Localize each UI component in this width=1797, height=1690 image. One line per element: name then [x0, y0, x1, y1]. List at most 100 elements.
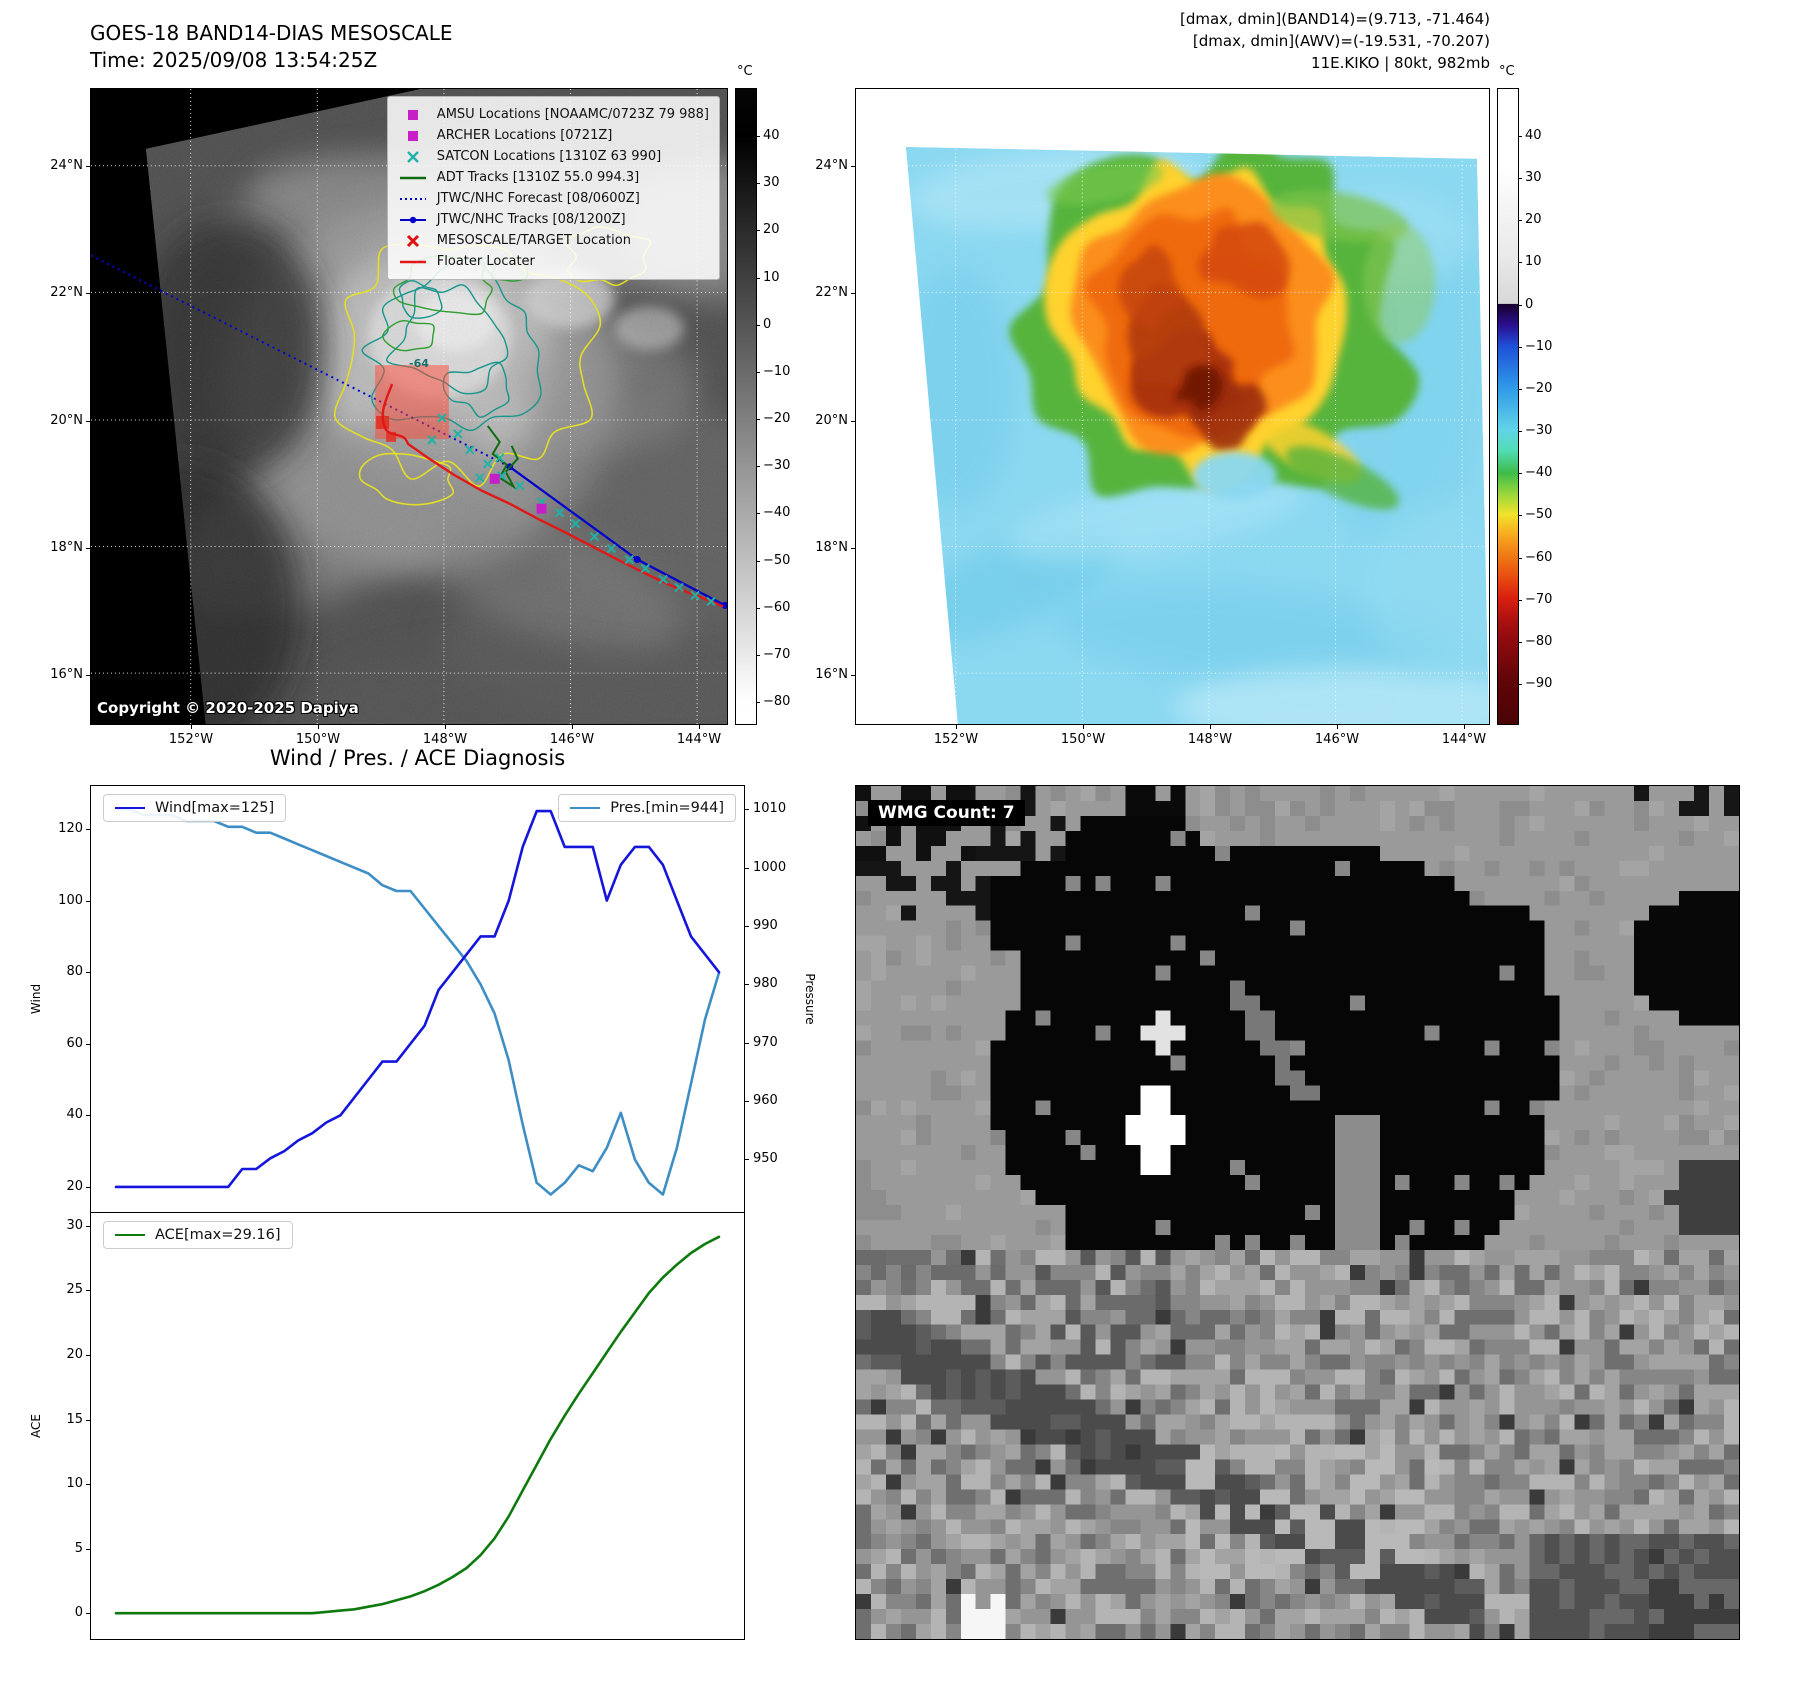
wmg-count-label: WMG Count: 7	[868, 800, 1025, 826]
y-tickmark	[86, 1043, 91, 1045]
y-tick-label: 10	[66, 1476, 83, 1492]
band14-colorbar-unit: °C	[737, 64, 753, 79]
colorbar-tick-label: −10	[763, 363, 791, 379]
copyright-label: Copyright © 2020-2025 Dapiya	[97, 699, 359, 717]
ylabel-pressure: Pressure	[803, 973, 817, 1025]
y-tick-label: 950	[753, 1151, 778, 1167]
y-tickmark	[744, 984, 749, 986]
ace-line	[114, 1235, 721, 1615]
lat-tick-label: 20°N	[50, 413, 83, 428]
storm-cloud-tops	[1009, 146, 1436, 510]
wind-pressure-lines	[114, 807, 721, 1196]
colorbar-tickmark	[1518, 515, 1522, 517]
colorbar-tickmark	[756, 607, 760, 609]
lon-tick-label: 148°W	[422, 732, 468, 747]
wind-legend: Wind[max=125]	[103, 794, 287, 822]
colorbar-tick-label: 10	[763, 269, 780, 285]
y-tick-label: 80	[66, 964, 83, 980]
lat-tick-label: 24°N	[50, 158, 83, 173]
legend-label: ARCHER Locations [0721Z]	[436, 128, 613, 143]
colorbar-tickmark	[756, 371, 760, 373]
pres-legend-label: Pres.[min=944]	[610, 800, 724, 816]
lat-tickmark	[86, 548, 91, 549]
wind-line-sample	[115, 807, 145, 809]
band14-time: Time: 2025/09/08 13:54:25Z	[90, 48, 378, 72]
colorbar-tickmark	[756, 324, 760, 326]
pres-line-sample	[570, 807, 601, 809]
y-tickmark	[744, 1159, 749, 1161]
lon-tickmark	[1337, 724, 1338, 729]
colorbar-tick-label: −80	[1525, 633, 1553, 649]
colorbar-tick-label: 20	[1525, 212, 1542, 228]
colorbar-tick-label: −60	[1525, 549, 1553, 565]
band14-title: GOES-18 BAND14-DIAS MESOSCALE	[90, 21, 453, 45]
legend-row: ARCHER Locations [0721Z]	[398, 125, 709, 146]
legend-marker-line-green	[399, 176, 426, 179]
colorbar-tick-label: −50	[1525, 507, 1553, 523]
colorbar-tickmark	[1518, 304, 1522, 306]
wind-legend-label: Wind[max=125]	[155, 800, 275, 816]
lat-tickmark	[86, 293, 91, 294]
colorbar-tick-label: 30	[763, 175, 780, 191]
y-tickmark	[744, 926, 749, 928]
legend-row: SATCON Locations [1310Z 63 990]	[398, 146, 709, 167]
y-tick-label: 1010	[753, 801, 787, 817]
colorbar-tick-label: 0	[763, 316, 772, 332]
colorbar-tickmark	[1518, 684, 1522, 685]
colorbar-tickmark	[756, 230, 760, 232]
colorbar-tickmark	[756, 277, 760, 279]
lon-tick-label: 150°W	[1060, 732, 1106, 747]
y-tickmark	[86, 900, 91, 902]
storm-status: 11E.KIKO | 80kt, 982mb	[1311, 54, 1490, 72]
colorbar-tickmark	[1518, 178, 1522, 180]
y-tickmark	[86, 1484, 91, 1486]
awv-satellite-image	[856, 89, 1489, 724]
ace-chart: ACE[max=29.16] 0 5 10 15 20 25 30	[66, 1212, 745, 1640]
ace-line-sample	[115, 1234, 145, 1236]
y-tickmark	[86, 1186, 91, 1188]
wmg-image	[856, 786, 1739, 1639]
colorbar-tickmark	[1518, 136, 1522, 137]
y-tickmark	[86, 1225, 91, 1227]
y-tickmark	[86, 1115, 91, 1117]
colorbar-tick-label: −80	[763, 694, 791, 709]
colorbar-tick-label: −70	[1525, 591, 1553, 607]
y-tick-label: 5	[74, 1540, 83, 1556]
colorbar-tick-label: −20	[763, 411, 791, 426]
ace-legend-label: ACE[max=29.16]	[155, 1227, 281, 1243]
lon-tick-label: 150°W	[295, 732, 341, 747]
awv-header: [dmax, dmin](BAND14)=(9.713, -71.464) [d…	[855, 8, 1490, 74]
colorbar-tick-label: −40	[763, 505, 791, 521]
lat-tickmark	[86, 166, 91, 167]
lon-tick-label: 148°W	[1187, 732, 1233, 747]
colorbar-tickmark	[756, 702, 760, 703]
lon-tickmark	[1210, 724, 1211, 729]
lat-tickmark	[86, 675, 91, 676]
awv-colorbar: 40 30 20 10 0 −10 −20 −30 −40 −50 −60 −70 −80 −90	[1497, 88, 1552, 725]
legend-marker-square-magenta	[407, 130, 418, 141]
band14-dmax-dmin: [dmax, dmin](BAND14)=(9.713, -71.464)	[1179, 10, 1490, 28]
colorbar-tickmark	[1518, 431, 1522, 433]
y-tick-label: 960	[753, 1093, 778, 1109]
diagnosis-title: Wind / Pres. / ACE Diagnosis	[269, 746, 566, 770]
y-tick-label: 20	[66, 1347, 83, 1362]
y-tickmark	[86, 1548, 91, 1550]
colorbar-tickmark	[756, 654, 760, 656]
colorbar-tickmark	[756, 513, 760, 515]
colorbar-tick-label: 20	[763, 222, 780, 238]
y-tick-label: 30	[66, 1217, 83, 1233]
y-tickmark	[744, 1042, 749, 1044]
storm-tracks-overlay	[91, 254, 727, 609]
legend-label: JTWC/NHC Forecast [08/0600Z]	[436, 191, 640, 206]
y-tick-label: 120	[58, 820, 83, 836]
legend-label: JTWC/NHC Tracks [08/1200Z]	[436, 212, 626, 227]
colorbar-tickmark	[756, 183, 760, 185]
colorbar-tick-label: 30	[1525, 170, 1542, 186]
lon-tickmark	[572, 724, 573, 729]
y-tick-label: 0	[74, 1605, 83, 1621]
colorbar-tick-label: −60	[763, 599, 791, 615]
pres-legend: Pres.[min=944]	[558, 794, 736, 822]
lon-tickmark	[191, 724, 192, 729]
lon-tick-label: 152°W	[933, 732, 979, 747]
